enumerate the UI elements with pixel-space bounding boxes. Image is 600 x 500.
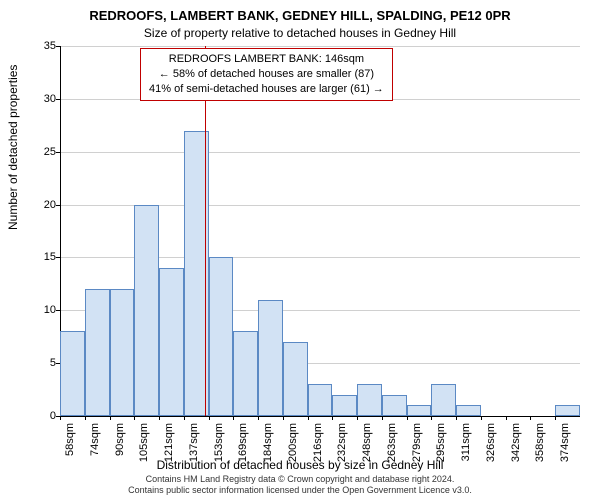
- gridline: [60, 46, 580, 47]
- y-tick-label: 30: [44, 93, 56, 105]
- histogram-bar: [258, 300, 283, 416]
- y-tick-label: 20: [44, 199, 56, 211]
- y-axis-label: Number of detached properties: [6, 65, 20, 230]
- y-tick-label: 25: [44, 146, 56, 158]
- x-tick-mark: [209, 416, 210, 420]
- property-size-chart: REDROOFS, LAMBERT BANK, GEDNEY HILL, SPA…: [0, 0, 600, 500]
- x-tick-label: 263sqm: [386, 423, 398, 463]
- x-tick-label: 342sqm: [510, 423, 522, 463]
- x-tick-label: 153sqm: [213, 423, 225, 463]
- x-axis-label: Distribution of detached houses by size …: [0, 458, 600, 472]
- x-tick-mark: [308, 416, 309, 420]
- gridline: [60, 152, 580, 153]
- x-tick-label: 279sqm: [411, 423, 423, 463]
- x-tick-mark: [481, 416, 482, 420]
- x-tick-label: 121sqm: [163, 423, 175, 463]
- x-tick-label: 374sqm: [559, 423, 571, 463]
- histogram-bar: [134, 205, 159, 416]
- annotation-line1: REDROOFS LAMBERT BANK: 146sqm: [149, 52, 384, 67]
- x-axis-line: [60, 416, 580, 417]
- chart-subtitle: Size of property relative to detached ho…: [0, 26, 600, 40]
- x-tick-label: 184sqm: [262, 423, 274, 463]
- x-tick-label: 358sqm: [534, 423, 546, 463]
- annotation-line2: ← 58% of detached houses are smaller (87…: [149, 67, 384, 82]
- footer-line2: Contains public sector information licen…: [0, 485, 600, 496]
- x-tick-label: 311sqm: [460, 423, 472, 463]
- x-tick-mark: [555, 416, 556, 420]
- x-tick-mark: [110, 416, 111, 420]
- x-tick-mark: [431, 416, 432, 420]
- x-tick-mark: [184, 416, 185, 420]
- x-tick-mark: [233, 416, 234, 420]
- x-tick-label: 58sqm: [64, 423, 76, 463]
- histogram-bar: [357, 384, 382, 416]
- histogram-bar: [283, 342, 308, 416]
- x-tick-mark: [283, 416, 284, 420]
- footer-line1: Contains HM Land Registry data © Crown c…: [0, 474, 600, 485]
- x-tick-label: 74sqm: [89, 423, 101, 463]
- x-tick-mark: [60, 416, 61, 420]
- x-tick-label: 200sqm: [287, 423, 299, 463]
- histogram-bar: [308, 384, 333, 416]
- y-tick-label: 5: [50, 357, 56, 369]
- histogram-bar: [159, 268, 184, 416]
- x-tick-label: 169sqm: [237, 423, 249, 463]
- x-tick-mark: [382, 416, 383, 420]
- histogram-bar: [431, 384, 456, 416]
- x-tick-mark: [85, 416, 86, 420]
- x-tick-mark: [456, 416, 457, 420]
- x-tick-label: 232sqm: [336, 423, 348, 463]
- annotation-box: REDROOFS LAMBERT BANK: 146sqm ← 58% of d…: [140, 48, 393, 101]
- histogram-bar: [407, 405, 432, 416]
- x-tick-label: 295sqm: [435, 423, 447, 463]
- x-tick-label: 90sqm: [114, 423, 126, 463]
- histogram-bar: [209, 257, 234, 416]
- histogram-bar: [85, 289, 110, 416]
- x-tick-label: 137sqm: [188, 423, 200, 463]
- x-tick-label: 105sqm: [138, 423, 150, 463]
- y-tick-label: 15: [44, 251, 56, 263]
- x-tick-mark: [134, 416, 135, 420]
- y-tick-label: 0: [50, 410, 56, 422]
- histogram-bar: [456, 405, 481, 416]
- annotation-line3: 41% of semi-detached houses are larger (…: [149, 82, 384, 97]
- x-tick-label: 248sqm: [361, 423, 373, 463]
- histogram-bar: [382, 395, 407, 416]
- x-tick-mark: [407, 416, 408, 420]
- chart-footer: Contains HM Land Registry data © Crown c…: [0, 474, 600, 496]
- x-tick-mark: [332, 416, 333, 420]
- x-tick-mark: [258, 416, 259, 420]
- y-tick-label: 35: [44, 40, 56, 52]
- x-tick-label: 326sqm: [485, 423, 497, 463]
- y-tick-label: 10: [44, 304, 56, 316]
- histogram-bar: [555, 405, 580, 416]
- histogram-bar: [60, 331, 85, 416]
- reference-line: [205, 46, 206, 416]
- histogram-bar: [332, 395, 357, 416]
- x-tick-label: 216sqm: [312, 423, 324, 463]
- histogram-bar: [110, 289, 135, 416]
- histogram-bar: [233, 331, 258, 416]
- x-tick-mark: [506, 416, 507, 420]
- x-tick-mark: [159, 416, 160, 420]
- x-tick-mark: [530, 416, 531, 420]
- chart-title-address: REDROOFS, LAMBERT BANK, GEDNEY HILL, SPA…: [0, 8, 600, 23]
- x-tick-mark: [357, 416, 358, 420]
